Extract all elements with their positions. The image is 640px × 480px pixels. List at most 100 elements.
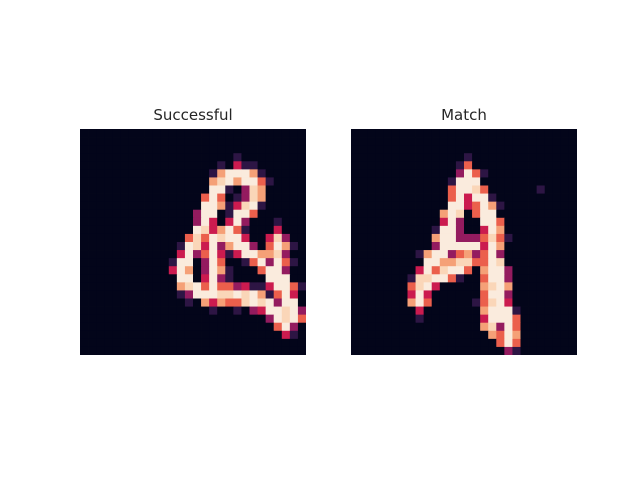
heatmap-cell xyxy=(249,314,258,324)
heatmap-cell xyxy=(257,185,267,194)
heatmap-cell xyxy=(496,161,505,170)
heatmap-cell xyxy=(568,314,577,324)
heatmap-cell xyxy=(225,209,234,219)
heatmap-cell xyxy=(464,209,473,219)
heatmap-cell xyxy=(399,306,408,316)
heatmap-cell xyxy=(104,193,113,203)
heatmap-cell xyxy=(257,217,267,227)
heatmap-cell xyxy=(265,274,275,283)
heatmap-cell xyxy=(351,201,360,211)
heatmap-cell xyxy=(423,258,433,267)
heatmap-cell xyxy=(455,185,465,194)
heatmap-cell xyxy=(568,129,577,138)
heatmap-cell xyxy=(391,266,400,275)
heatmap-cell xyxy=(233,153,242,162)
heatmap-cell xyxy=(233,274,242,283)
heatmap-cell xyxy=(297,266,306,275)
heatmap-cell xyxy=(297,209,306,219)
heatmap-cell xyxy=(431,137,441,146)
heatmap-cell xyxy=(423,161,433,170)
heatmap-cell xyxy=(407,193,416,203)
heatmap-cell xyxy=(249,298,258,307)
heatmap-cell xyxy=(351,258,360,267)
heatmap-cell xyxy=(193,201,202,211)
heatmap-cell xyxy=(496,193,505,203)
heatmap-cell xyxy=(520,346,529,355)
heatmap-cell xyxy=(184,225,194,235)
heatmap-cell xyxy=(447,306,457,316)
heatmap-cell xyxy=(536,274,546,283)
heatmap-cell xyxy=(383,185,392,194)
heatmap-cell xyxy=(265,322,275,332)
heatmap-cell xyxy=(480,258,489,267)
heatmap-cell xyxy=(536,145,546,154)
heatmap-cell xyxy=(351,322,360,332)
heatmap-cell xyxy=(359,290,368,299)
heatmap-cell xyxy=(464,161,473,170)
heatmap-cell xyxy=(209,274,218,283)
heatmap-cell xyxy=(265,233,275,243)
heatmap-cell xyxy=(504,169,513,178)
heatmap-cell xyxy=(96,258,105,267)
heatmap-cell xyxy=(184,338,194,348)
heatmap-cell xyxy=(399,177,408,186)
heatmap-cell xyxy=(423,185,433,194)
heatmap-cell xyxy=(217,177,226,186)
heatmap-cell xyxy=(544,290,554,299)
heatmap-cell xyxy=(184,193,194,203)
heatmap-cell xyxy=(176,145,186,154)
heatmap-cell xyxy=(88,177,97,186)
heatmap-cell xyxy=(273,201,283,211)
heatmap-cell xyxy=(160,322,170,332)
heatmap-cell xyxy=(88,242,97,251)
heatmap-cell xyxy=(560,274,570,283)
heatmap-cell xyxy=(241,225,250,235)
heatmap-cell xyxy=(367,282,376,291)
heatmap-cell xyxy=(273,258,283,267)
heatmap-cell xyxy=(168,298,178,307)
heatmap-cell xyxy=(209,242,218,251)
heatmap-cell xyxy=(217,346,226,355)
heatmap-cell xyxy=(480,290,489,299)
heatmap-cell xyxy=(439,242,449,251)
heatmap-cell xyxy=(367,322,376,332)
heatmap-cell xyxy=(480,129,489,138)
heatmap-cell xyxy=(217,242,226,251)
heatmap-cell xyxy=(536,217,546,227)
heatmap-cell xyxy=(480,330,489,340)
heatmap-cell xyxy=(265,290,275,299)
heatmap-cell xyxy=(488,201,497,211)
heatmap-cell xyxy=(136,298,145,307)
heatmap-cell xyxy=(233,161,242,170)
heatmap-cell xyxy=(439,322,449,332)
heatmap-cell xyxy=(289,153,299,162)
heatmap-cell xyxy=(552,290,562,299)
heatmap-cell xyxy=(281,161,291,170)
heatmap-cell xyxy=(528,330,538,340)
heatmap-cell xyxy=(233,298,242,307)
heatmap-cell xyxy=(423,217,433,227)
heatmap-cell xyxy=(496,185,505,194)
heatmap-cell xyxy=(104,346,113,355)
heatmap-cell xyxy=(176,322,186,332)
heatmap-cell xyxy=(464,153,473,162)
heatmap-cell xyxy=(217,290,226,299)
heatmap-cell xyxy=(399,185,408,194)
heatmap-cell xyxy=(568,282,577,291)
heatmap-cell xyxy=(383,225,392,235)
heatmap-cell xyxy=(391,322,400,332)
heatmap-cell xyxy=(560,306,570,316)
heatmap-cell xyxy=(480,322,489,332)
heatmap-cell xyxy=(273,282,283,291)
heatmap-cell xyxy=(504,193,513,203)
heatmap-cell xyxy=(273,290,283,299)
heatmap-cell xyxy=(152,330,162,340)
heatmap-cell xyxy=(496,137,505,146)
heatmap-cell xyxy=(297,242,306,251)
heatmap-cell xyxy=(455,322,465,332)
heatmap-cell xyxy=(297,258,306,267)
heatmap-cell xyxy=(488,346,497,355)
heatmap-cell xyxy=(431,217,441,227)
heatmap-cell xyxy=(552,185,562,194)
heatmap-cell xyxy=(176,201,186,211)
